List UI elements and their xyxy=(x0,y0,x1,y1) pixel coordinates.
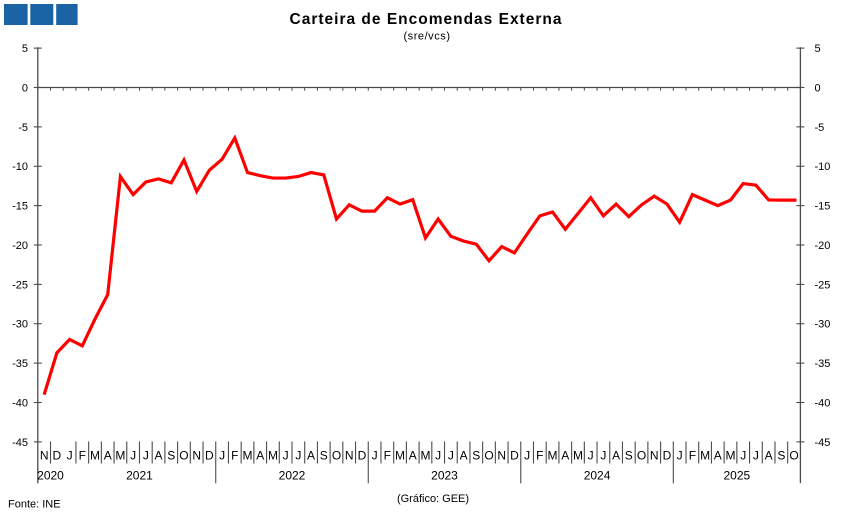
svg-text:S: S xyxy=(625,449,633,463)
svg-text:J: J xyxy=(295,449,301,463)
svg-text:M: M xyxy=(115,449,125,463)
svg-text:A: A xyxy=(460,449,468,463)
svg-text:M: M xyxy=(268,449,278,463)
svg-text:-5: -5 xyxy=(18,122,28,134)
svg-text:2024: 2024 xyxy=(584,469,611,483)
svg-text:-25: -25 xyxy=(815,279,831,291)
svg-text:-20: -20 xyxy=(815,240,831,252)
svg-text:S: S xyxy=(320,449,328,463)
svg-text:D: D xyxy=(53,449,62,463)
svg-text:0: 0 xyxy=(815,82,821,94)
svg-text:A: A xyxy=(765,449,773,463)
svg-text:F: F xyxy=(384,449,391,463)
svg-text:J: J xyxy=(372,449,378,463)
svg-text:J: J xyxy=(588,449,594,463)
svg-text:Carteira de Encomendas Externa: Carteira de Encomendas Externa xyxy=(290,11,563,28)
svg-text:O: O xyxy=(789,449,798,463)
svg-text:-35: -35 xyxy=(815,358,831,370)
svg-text:M: M xyxy=(243,449,253,463)
svg-text:J: J xyxy=(435,449,441,463)
svg-text:-15: -15 xyxy=(12,201,28,213)
svg-text:N: N xyxy=(650,449,659,463)
svg-text:M: M xyxy=(573,449,583,463)
svg-text:A: A xyxy=(256,449,264,463)
svg-text:-25: -25 xyxy=(12,279,28,291)
svg-text:N: N xyxy=(345,449,354,463)
svg-text:O: O xyxy=(332,449,341,463)
svg-text:S: S xyxy=(472,449,480,463)
svg-text:M: M xyxy=(90,449,100,463)
svg-text:F: F xyxy=(231,449,238,463)
svg-text:J: J xyxy=(67,449,73,463)
svg-text:-10: -10 xyxy=(815,161,831,173)
svg-text:-45: -45 xyxy=(12,437,28,449)
svg-text:O: O xyxy=(637,449,646,463)
svg-text:A: A xyxy=(409,449,417,463)
svg-text:2021: 2021 xyxy=(126,469,153,483)
svg-text:A: A xyxy=(155,449,163,463)
svg-text:0: 0 xyxy=(22,82,28,94)
svg-text:-5: -5 xyxy=(815,122,825,134)
svg-text:(sre/vcs): (sre/vcs) xyxy=(403,31,450,43)
svg-text:A: A xyxy=(714,449,722,463)
svg-text:-40: -40 xyxy=(12,397,28,409)
svg-text:-20: -20 xyxy=(12,240,28,252)
svg-text:D: D xyxy=(205,449,214,463)
svg-text:F: F xyxy=(536,449,543,463)
svg-text:-10: -10 xyxy=(12,161,28,173)
svg-text:A: A xyxy=(561,449,569,463)
svg-text:O: O xyxy=(179,449,188,463)
svg-text:N: N xyxy=(40,449,49,463)
svg-text:(Gráfico: GEE): (Gráfico: GEE) xyxy=(397,493,469,505)
svg-text:O: O xyxy=(484,449,493,463)
svg-text:-35: -35 xyxy=(12,358,28,370)
svg-text:A: A xyxy=(307,449,315,463)
svg-text:M: M xyxy=(548,449,558,463)
svg-text:J: J xyxy=(219,449,225,463)
svg-text:M: M xyxy=(700,449,710,463)
svg-text:D: D xyxy=(663,449,672,463)
svg-text:-30: -30 xyxy=(815,319,831,331)
svg-text:D: D xyxy=(510,449,519,463)
svg-text:J: J xyxy=(448,449,454,463)
svg-text:5: 5 xyxy=(815,43,821,55)
svg-text:J: J xyxy=(677,449,683,463)
svg-text:J: J xyxy=(753,449,759,463)
svg-text:M: M xyxy=(420,449,430,463)
svg-text:S: S xyxy=(777,449,785,463)
svg-text:Fonte: INE: Fonte: INE xyxy=(8,498,61,510)
svg-text:2020: 2020 xyxy=(37,469,64,483)
svg-text:5: 5 xyxy=(22,43,28,55)
svg-text:-45: -45 xyxy=(815,437,831,449)
svg-text:J: J xyxy=(283,449,289,463)
svg-text:A: A xyxy=(612,449,620,463)
svg-text:S: S xyxy=(167,449,175,463)
svg-text:2025: 2025 xyxy=(723,469,750,483)
svg-text:2022: 2022 xyxy=(279,469,306,483)
svg-text:J: J xyxy=(740,449,746,463)
svg-text:J: J xyxy=(600,449,606,463)
svg-text:N: N xyxy=(192,449,201,463)
svg-text:J: J xyxy=(130,449,136,463)
svg-text:A: A xyxy=(104,449,112,463)
svg-text:J: J xyxy=(524,449,530,463)
svg-text:F: F xyxy=(689,449,696,463)
svg-text:F: F xyxy=(79,449,86,463)
svg-text:M: M xyxy=(395,449,405,463)
svg-text:N: N xyxy=(497,449,506,463)
svg-text:-30: -30 xyxy=(12,319,28,331)
svg-text:J: J xyxy=(143,449,149,463)
svg-text:2023: 2023 xyxy=(431,469,458,483)
svg-text:M: M xyxy=(726,449,736,463)
svg-text:-15: -15 xyxy=(815,201,831,213)
svg-text:-40: -40 xyxy=(815,397,831,409)
svg-text:D: D xyxy=(358,449,367,463)
